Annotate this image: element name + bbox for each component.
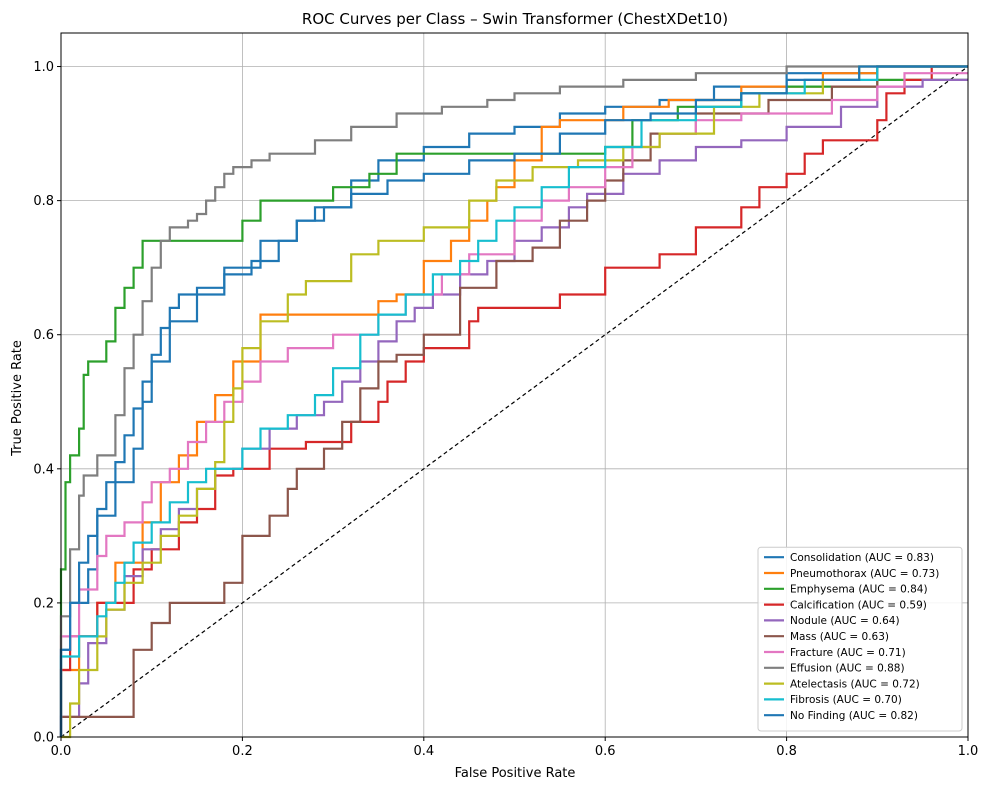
plot-frame xyxy=(60,32,969,738)
diagonal-reference xyxy=(60,66,969,738)
legend: Consolidation (AUC = 0.83) Pneumothorax (… xyxy=(757,546,963,732)
roc-curve-series-10 xyxy=(59,65,968,737)
legend-entry-label: Calcification (AUC = 0.59) xyxy=(790,599,927,611)
legend-entry-label: Pneumothorax (AUC = 0.73) xyxy=(790,568,939,580)
roc-curve-series-7 xyxy=(59,65,968,737)
chance-diagonal-line xyxy=(60,66,969,738)
x-tick-label: 0.6 xyxy=(595,744,616,759)
x-tick-label: 0.0 xyxy=(51,744,72,759)
legend-entry-label: Atelectasis (AUC = 0.72) xyxy=(790,678,920,690)
x-tick-label: 0.2 xyxy=(232,744,253,759)
roc-curve-series-9 xyxy=(59,65,968,737)
series-layer xyxy=(59,65,968,739)
chart-title: ROC Curves per Class – Swin Transformer … xyxy=(302,10,728,28)
y-tick-label: 0.0 xyxy=(33,731,54,746)
y-tick-label: 0.6 xyxy=(33,328,54,343)
y-tick-label: 0.2 xyxy=(33,596,54,611)
legend-entry-label: Consolidation (AUC = 0.83) xyxy=(790,552,934,564)
x-axis-label: False Positive Rate xyxy=(455,766,576,781)
x-tick-label: 1.0 xyxy=(958,744,979,759)
legend-box xyxy=(757,546,963,732)
y-axis-label: True Positive Rate xyxy=(10,340,25,457)
x-tick-label: 0.8 xyxy=(776,744,797,759)
legend-entry-label: Effusion (AUC = 0.88) xyxy=(790,663,905,675)
legend-entry-label: Fibrosis (AUC = 0.70) xyxy=(790,694,902,706)
y-tick-label: 0.8 xyxy=(33,194,54,209)
y-tick-label: 1.0 xyxy=(33,60,54,75)
y-tick-label: 0.4 xyxy=(33,462,54,477)
legend-entry-label: Mass (AUC = 0.63) xyxy=(790,631,889,643)
roc-curve-series-4 xyxy=(59,78,968,737)
roc-curve-series-8 xyxy=(61,65,968,739)
legend-entry-label: Nodule (AUC = 0.64) xyxy=(790,615,900,627)
x-tick-label: 0.4 xyxy=(413,744,434,759)
roc-curve-series-5 xyxy=(59,65,968,737)
legend-entry-label: Emphysema (AUC = 0.84) xyxy=(790,584,928,596)
legend-entry-label: No Finding (AUC = 0.82) xyxy=(790,710,918,722)
legend-entry-label: Fracture (AUC = 0.71) xyxy=(790,647,906,659)
tick-layer: 0.0 0.2 0.4 0.6 0.8 1.0 0.0 0.2 0.4 0.6 0.8 1.0 xyxy=(33,60,978,759)
